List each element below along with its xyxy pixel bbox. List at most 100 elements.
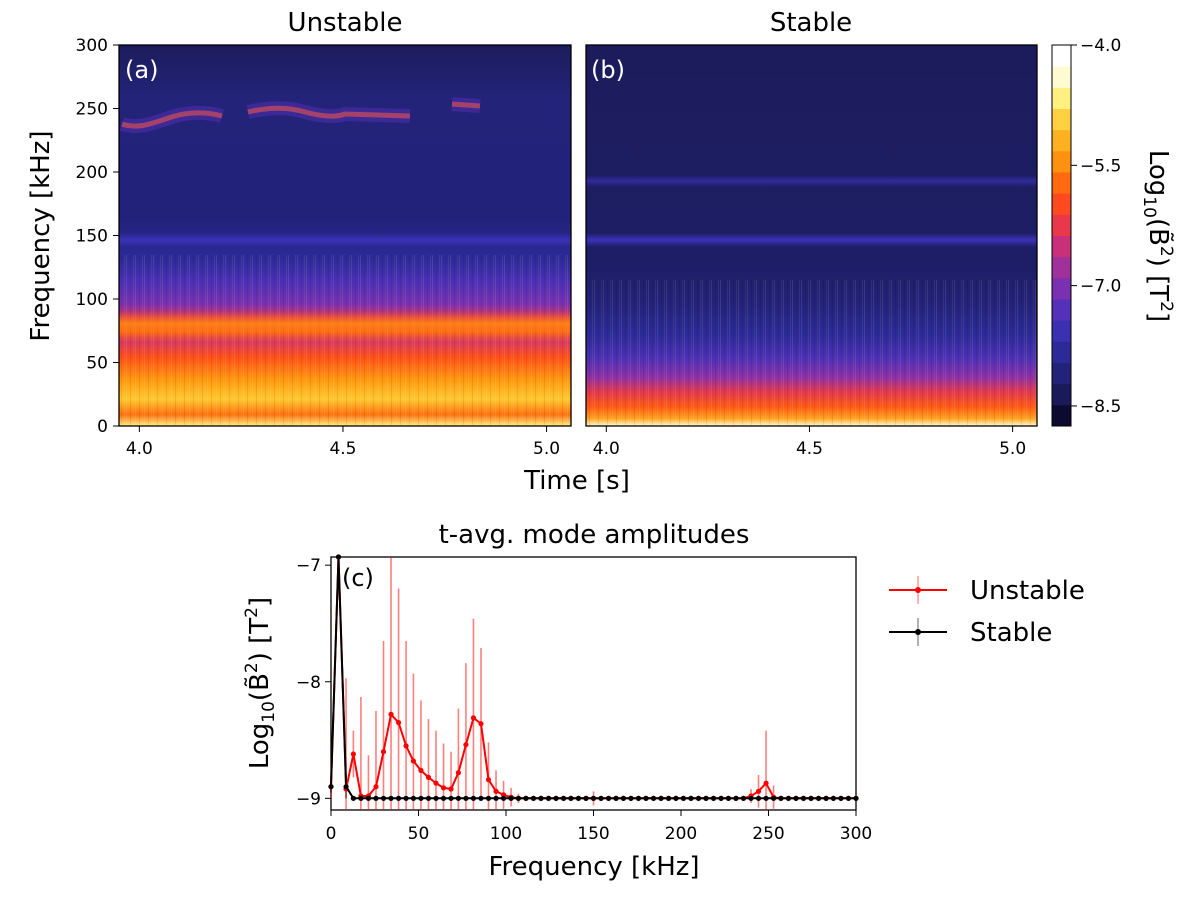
unstable-point xyxy=(403,743,409,749)
panel-c-x-ticks: 0 50 100 150 200 250 300 xyxy=(326,810,872,844)
colorbar-label-sub: 10 xyxy=(1139,196,1159,218)
stable-point xyxy=(680,795,687,801)
spectrogram-unstable-texture xyxy=(119,255,571,426)
colorbar-tick-label: −8.5 xyxy=(1080,397,1121,417)
colorbar-level xyxy=(1052,45,1071,67)
panel-a-tag: (a) xyxy=(125,56,158,84)
stable-point xyxy=(808,795,814,801)
stable-point xyxy=(650,795,657,801)
stable-point xyxy=(620,795,627,801)
stable-point xyxy=(373,795,379,801)
stable-point xyxy=(463,795,469,801)
colorbar-label-log: Log xyxy=(1143,150,1173,196)
stable-point xyxy=(395,795,402,801)
spec-b-x-tick-label: 4.5 xyxy=(796,439,823,459)
panel-c-tag: (c) xyxy=(342,564,374,592)
stable-point xyxy=(433,795,439,801)
c-y-tick-label: −9 xyxy=(296,789,321,809)
stable-point xyxy=(725,795,732,801)
spec-y-tick-label: 100 xyxy=(76,290,108,310)
stable-point xyxy=(380,795,387,801)
stable-point xyxy=(553,795,559,801)
c-x-tick-label: 250 xyxy=(752,824,784,844)
colorbar-label-unit-sq: 2 xyxy=(1156,301,1176,312)
panel-c-title: t-avg. mode amplitudes xyxy=(439,520,750,550)
stable-point xyxy=(853,795,859,801)
stable-point xyxy=(575,795,582,801)
unstable-point xyxy=(425,774,432,780)
stable-point xyxy=(440,795,447,801)
stable-point xyxy=(665,795,672,801)
stable-point xyxy=(403,795,409,801)
c-x-tick-label: 50 xyxy=(408,824,430,844)
c-x-tick-label: 300 xyxy=(840,824,872,844)
spec-a-x-tick-label: 5.0 xyxy=(533,439,560,459)
colorbar-tick-label: −7.0 xyxy=(1080,277,1121,297)
colorbar-level xyxy=(1052,320,1071,342)
colorbar-level xyxy=(1052,193,1071,215)
spec-y-tick-label: 200 xyxy=(76,163,108,183)
colorbar-level xyxy=(1052,87,1071,109)
colorbar-level xyxy=(1052,383,1071,406)
stable-point xyxy=(418,795,424,801)
colorbar-level xyxy=(1052,256,1071,279)
stable-point xyxy=(778,795,784,801)
stable-point xyxy=(643,795,649,801)
spec-a-x-tick-label: 4.5 xyxy=(329,439,356,459)
colorbar-label-unit-close: ] xyxy=(1143,312,1173,322)
colorbar-level xyxy=(1052,129,1071,152)
stable-point xyxy=(785,795,792,801)
unstable-point xyxy=(763,780,769,786)
axes-frame-c xyxy=(330,556,857,811)
colorbar-ticks: −4.0 −5.5 −7.0 −8.5 xyxy=(1071,36,1121,417)
unstable-point xyxy=(373,784,379,790)
panel-c-y-ticks: −7 −8 −9 xyxy=(296,556,331,809)
stable-point xyxy=(718,795,724,801)
unstable-point xyxy=(395,719,402,726)
spectrogram-b-x-ticks: 4.0 4.5 5.0 xyxy=(593,426,1026,459)
axes-frame-b xyxy=(585,44,1038,427)
spec-b-x-tick-label: 5.0 xyxy=(999,439,1026,459)
spec-b-x-tick-label: 4.0 xyxy=(593,439,620,459)
spectrogram-y-ticks: 0 50 100 150 200 250 300 xyxy=(76,36,119,437)
unstable-point xyxy=(350,751,356,757)
stable-point xyxy=(583,795,589,801)
legend: Unstable Stable xyxy=(889,576,1085,648)
colorbar-tick-label: −5.5 xyxy=(1080,156,1121,176)
stable-point xyxy=(515,795,522,801)
unstable-point xyxy=(388,711,394,717)
spec-y-tick-label: 250 xyxy=(76,100,108,120)
spectrogram-stable-texture xyxy=(586,280,1037,426)
panel-c: t-avg. mode amplitudes (c) 0 50 100 150 200 2… xyxy=(242,520,872,882)
stable-point xyxy=(688,795,694,801)
colorbar-blocks xyxy=(1052,45,1071,427)
stable-point xyxy=(838,795,844,801)
unstable-point xyxy=(470,715,477,721)
weak-band-192khz xyxy=(586,175,1037,187)
stable-point xyxy=(560,795,567,801)
colorbar-level xyxy=(1052,277,1071,300)
stable-point xyxy=(343,784,349,790)
panel-c-y-label-sq: 2 xyxy=(242,662,262,673)
spec-y-tick-label: 50 xyxy=(86,354,108,374)
unstable-point xyxy=(418,767,424,773)
unstable-point xyxy=(455,770,461,776)
stable-point xyxy=(590,795,597,801)
panel-c-y-label-sub: 10 xyxy=(259,701,279,723)
stable-point xyxy=(755,795,762,801)
spec-y-tick-label: 150 xyxy=(76,227,108,247)
colorbar-level xyxy=(1052,108,1071,131)
stable-point xyxy=(695,795,702,801)
stable-point xyxy=(800,795,807,801)
stable-point xyxy=(358,795,364,801)
stable-point xyxy=(605,795,612,801)
legend-stable-marker xyxy=(915,629,921,635)
panel-c-y-label-b: (B̃ xyxy=(243,673,275,701)
colorbar-level xyxy=(1052,404,1071,427)
c-y-tick-label: −7 xyxy=(296,556,321,576)
colorbar-label-b: (B̃ xyxy=(1143,218,1175,246)
stable-point xyxy=(613,795,619,801)
legend-unstable-marker xyxy=(915,587,921,593)
spectrogram-a-x-ticks: 4.0 4.5 5.0 xyxy=(126,426,560,459)
stable-point xyxy=(493,795,499,801)
